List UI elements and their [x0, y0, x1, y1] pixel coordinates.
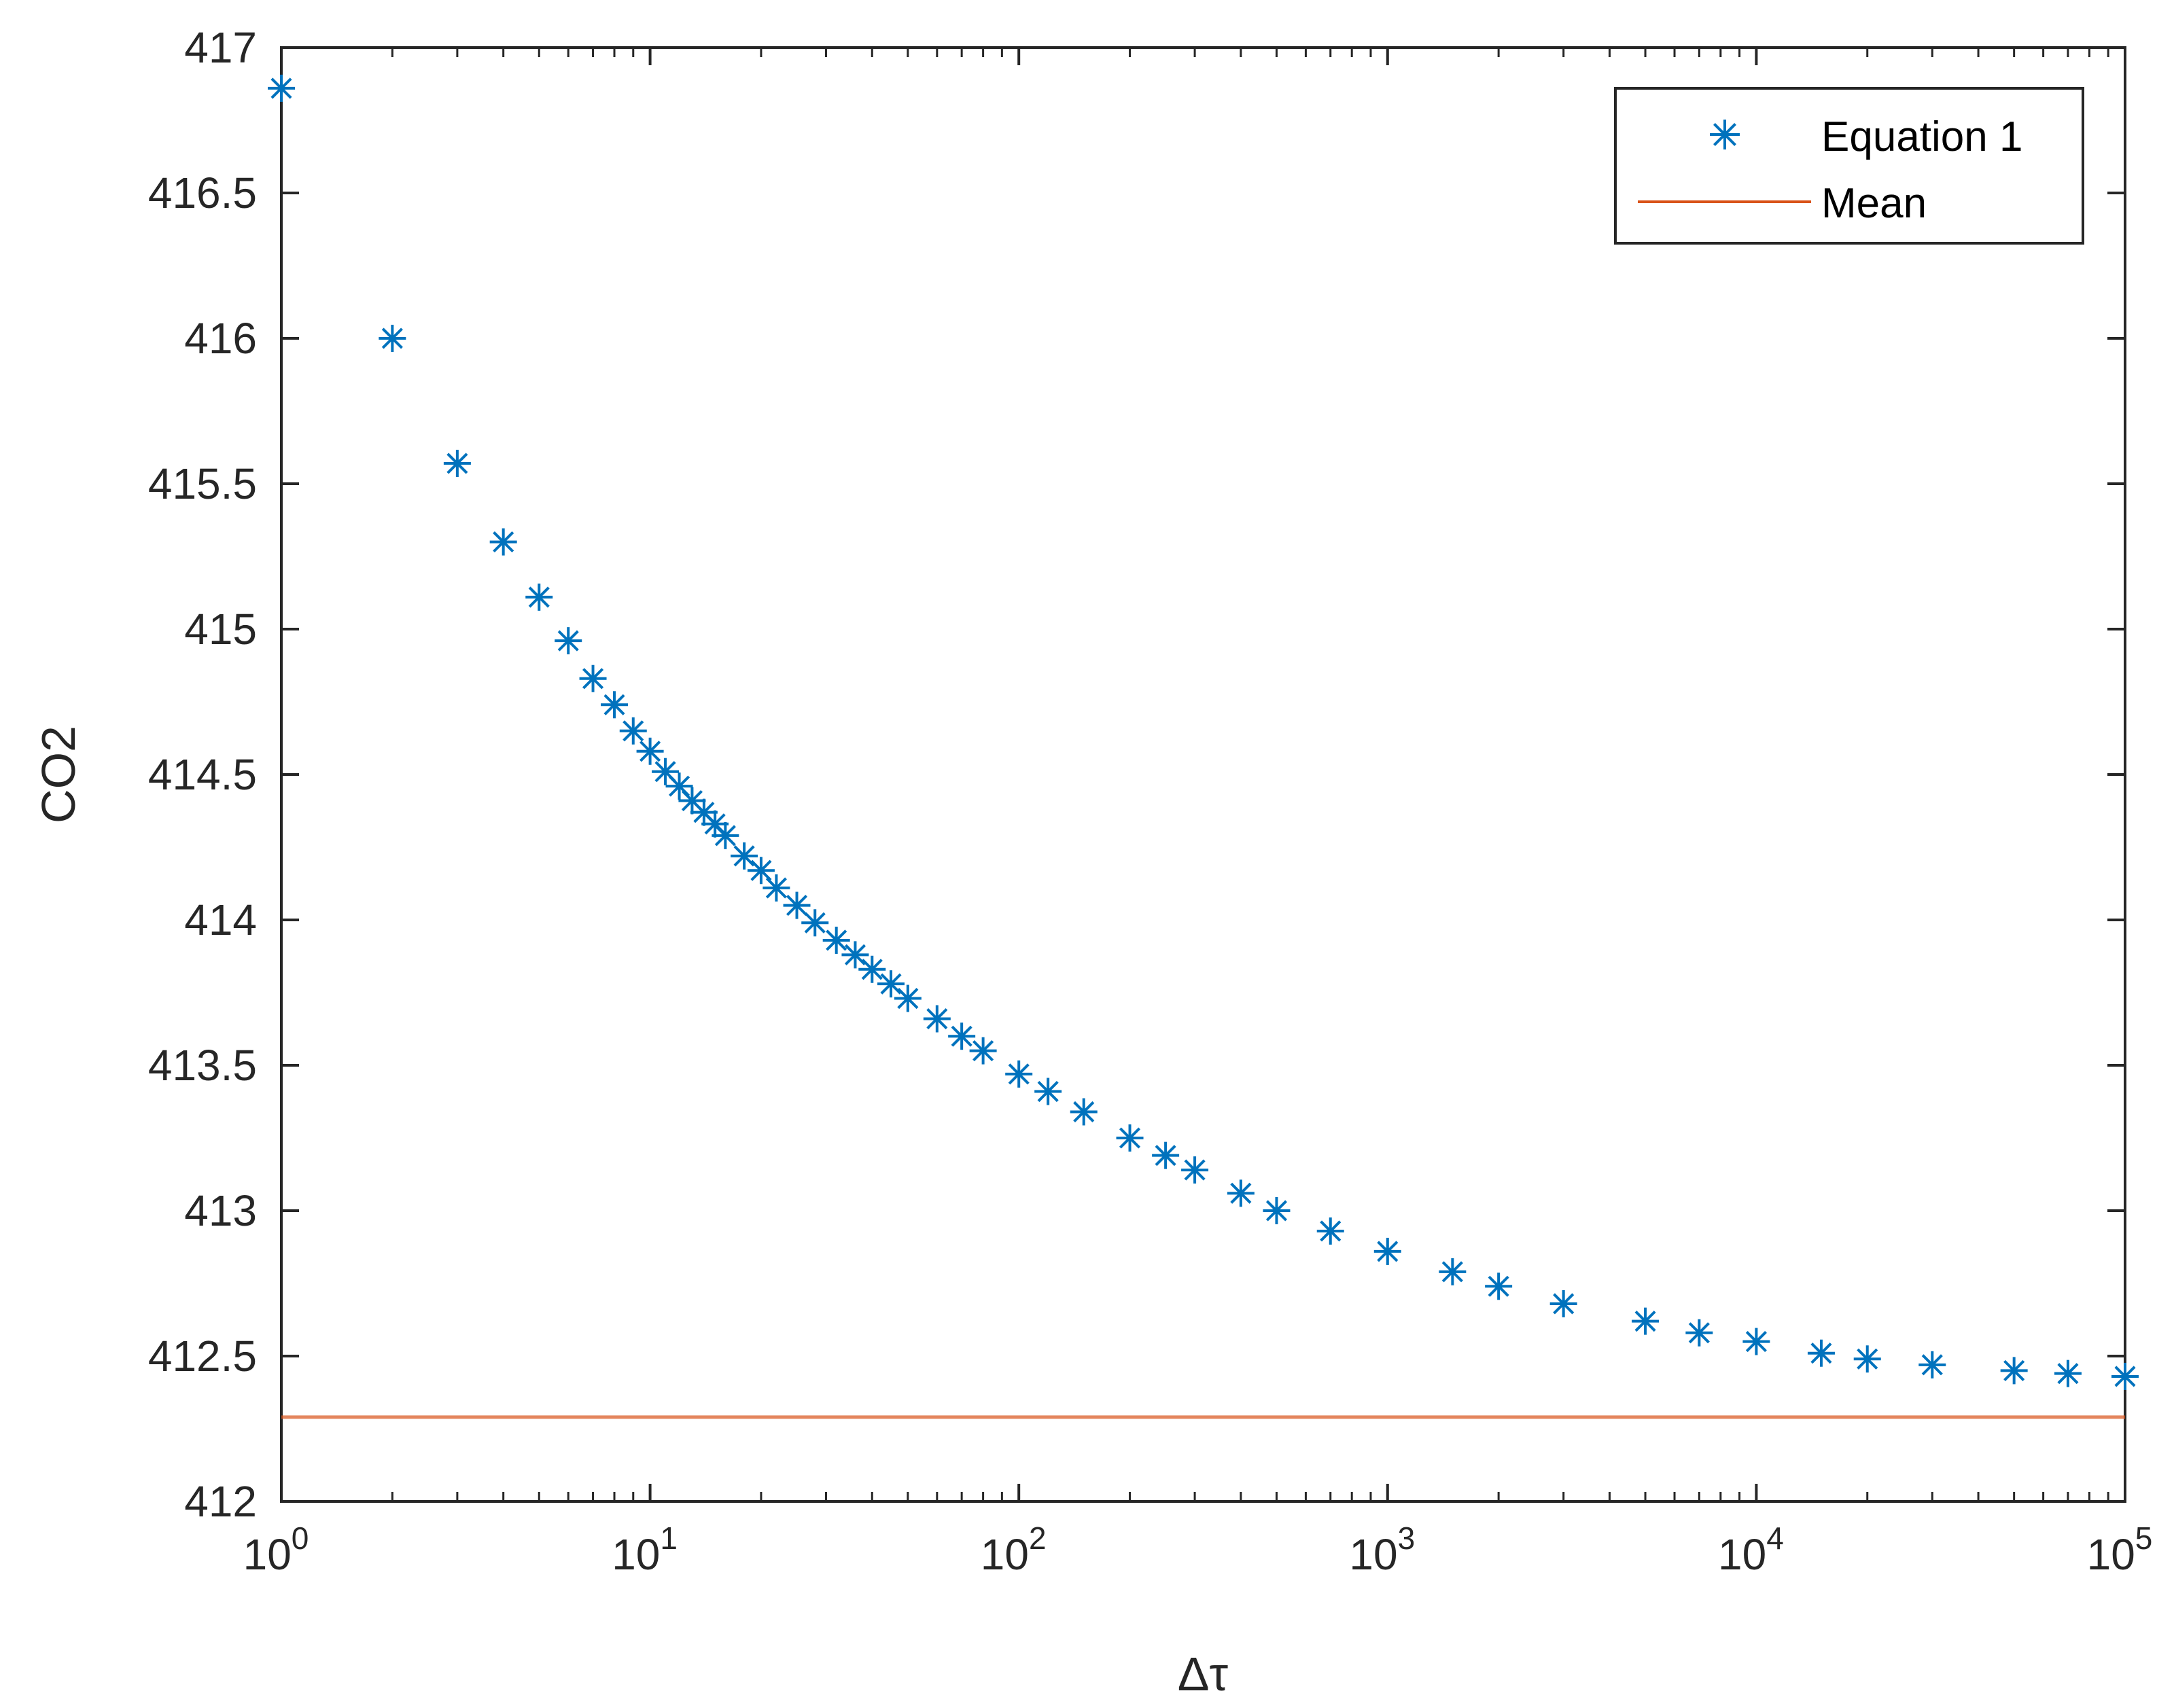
- x-axis-label: Δτ: [1178, 1648, 1229, 1701]
- data-point: [1227, 1179, 1255, 1207]
- data-point: [555, 627, 582, 655]
- x-tick-label: 104: [1718, 1520, 1784, 1579]
- data-point: [731, 842, 758, 870]
- data-point: [1807, 1339, 1835, 1367]
- data-point: [268, 74, 295, 102]
- equation-1-series: [268, 74, 2139, 1390]
- x-tick-label-base: 10: [1718, 1530, 1766, 1579]
- y-axis: 412 412.5 413 413.5 414 414.5 415 415.5 416 416.5…: [148, 23, 2125, 1526]
- legend-box: [1614, 87, 2084, 245]
- data-point: [489, 528, 517, 556]
- data-point: [525, 583, 553, 611]
- legend-marker-equation-1: [1710, 120, 1740, 149]
- data-point: [822, 926, 850, 954]
- y-tick-label: 415: [184, 605, 257, 654]
- data-point: [619, 717, 647, 745]
- y-tick-label: 413: [184, 1186, 257, 1235]
- data-point: [1485, 1273, 1513, 1300]
- data-point: [2054, 1359, 2082, 1387]
- x-tick-label-exponent: 1: [660, 1520, 678, 1556]
- y-tick-label: 413.5: [148, 1041, 257, 1090]
- data-point: [1152, 1141, 1180, 1169]
- data-point: [762, 874, 790, 902]
- y-tick-label: 417: [184, 23, 257, 72]
- data-point: [1853, 1345, 1881, 1373]
- legend-label-mean: Mean: [1821, 180, 1927, 227]
- legend-label-equation-1: Equation 1: [1821, 113, 2022, 160]
- data-point: [1549, 1289, 1577, 1317]
- data-point: [1263, 1197, 1291, 1224]
- data-point: [1742, 1328, 1770, 1355]
- x-tick-label-base: 10: [1349, 1530, 1397, 1579]
- data-point: [1439, 1258, 1467, 1285]
- data-point: [1373, 1237, 1401, 1265]
- data-point: [1918, 1351, 1946, 1378]
- data-point: [801, 909, 829, 937]
- data-point: [783, 891, 811, 919]
- x-tick-label-exponent: 0: [292, 1520, 309, 1556]
- data-point: [841, 941, 869, 969]
- y-tick-label: 416: [184, 314, 257, 363]
- data-point: [665, 772, 693, 800]
- x-tick-label: 101: [612, 1520, 678, 1579]
- data-point: [712, 821, 739, 849]
- x-axis: 100 101 102 103 104 105: [243, 48, 2153, 1579]
- data-point: [1116, 1124, 1144, 1152]
- x-tick-label-base: 10: [243, 1530, 292, 1579]
- data-point: [1005, 1060, 1033, 1088]
- x-tick-label: 105: [2087, 1520, 2153, 1579]
- data-point: [1632, 1307, 1660, 1335]
- data-point: [636, 737, 664, 765]
- x-tick-label: 100: [243, 1520, 309, 1579]
- y-tick-label: 414.5: [148, 750, 257, 799]
- x-tick-label-exponent: 5: [2135, 1520, 2153, 1556]
- x-tick-label: 103: [1349, 1520, 1415, 1579]
- data-point: [858, 955, 886, 983]
- y-tick-label: 412: [184, 1477, 257, 1526]
- data-point: [948, 1022, 976, 1050]
- legend-asterisk: [1710, 120, 1740, 149]
- data-point: [1034, 1078, 1062, 1105]
- y-axis-label: CO2: [32, 726, 85, 823]
- y-tick-label: 412.5: [148, 1332, 257, 1381]
- data-point: [1070, 1098, 1098, 1126]
- y-tick-label: 415.5: [148, 459, 257, 508]
- data-point: [601, 691, 629, 719]
- data-point: [379, 325, 406, 352]
- y-tick-label: 414: [184, 895, 257, 944]
- plot-area: [280, 46, 2126, 1503]
- x-minor-ticks: [391, 48, 2109, 1501]
- x-tick-label-exponent: 4: [1766, 1520, 1784, 1556]
- data-point: [443, 450, 471, 478]
- data-point: [652, 758, 680, 785]
- data-point: [1181, 1156, 1209, 1184]
- y-tick-label: 416.5: [148, 168, 257, 217]
- x-tick-label-base: 10: [981, 1530, 1029, 1579]
- x-tick-label-exponent: 3: [1398, 1520, 1416, 1556]
- x-tick-label-exponent: 2: [1029, 1520, 1047, 1556]
- data-point: [747, 857, 775, 885]
- data-point: [1685, 1319, 1713, 1347]
- data-point: [2111, 1362, 2139, 1390]
- data-point: [2000, 1357, 2028, 1385]
- data-point: [579, 664, 607, 692]
- x-tick-label-base: 10: [2087, 1530, 2135, 1579]
- data-point: [1316, 1217, 1344, 1245]
- data-point: [894, 984, 922, 1012]
- x-tick-label-base: 10: [612, 1530, 660, 1579]
- data-point: [969, 1037, 997, 1065]
- data-point: [923, 1005, 951, 1033]
- x-tick-label: 102: [981, 1520, 1047, 1579]
- legend: Equation 1 Mean: [1614, 87, 2084, 245]
- data-point: [877, 970, 905, 998]
